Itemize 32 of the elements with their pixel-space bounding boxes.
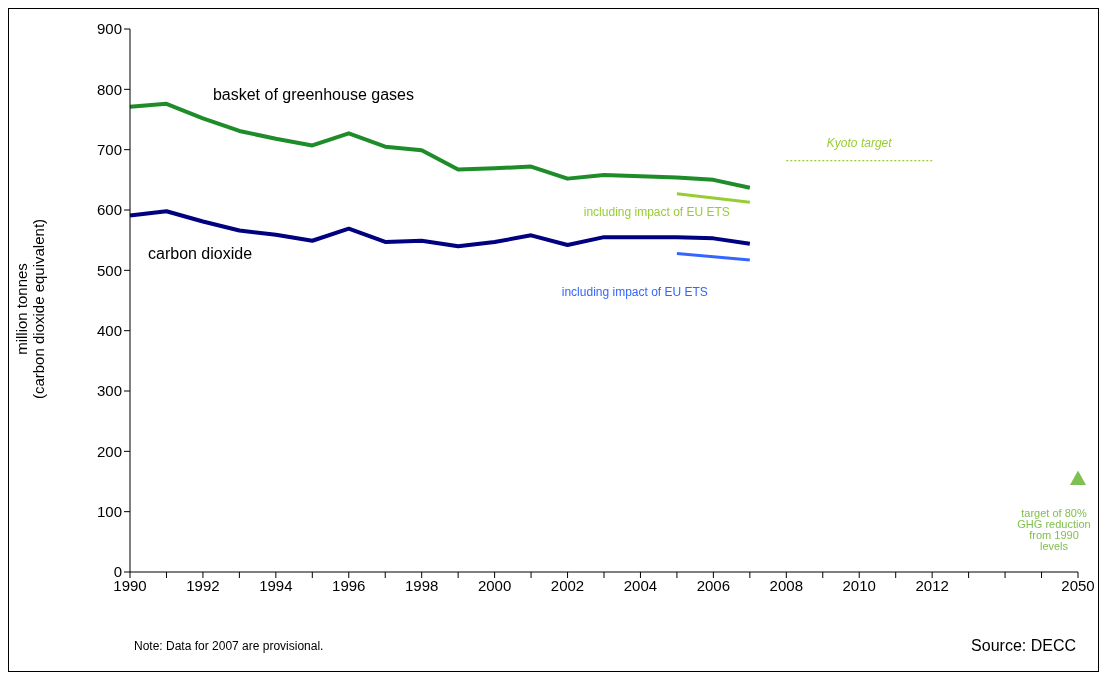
y-axis-title: million tonnes (carbon dioxide equivalent): [13, 218, 47, 400]
text: Note: Data for 2007 are provisional.: [134, 639, 324, 653]
x-tick-label: 1992: [186, 576, 220, 594]
x-tick-label: 1996: [332, 576, 366, 594]
y-tick-label: 100: [96, 502, 122, 520]
x-tick-label: 2050: [1061, 576, 1095, 594]
y-tick-label: 400: [96, 321, 122, 339]
line-series: [128, 209, 752, 249]
series-label: Kyoto target: [826, 135, 893, 150]
x-tick-label: 2000: [477, 576, 512, 594]
x-tick-label: 1998: [405, 576, 439, 594]
y-tick-label: 900: [96, 20, 122, 38]
x-tick-label: 1994: [259, 576, 293, 594]
y-tick-label: 800: [96, 80, 122, 98]
x-tick-label: 2004: [623, 576, 658, 594]
text: including impact of EU ETS: [561, 285, 708, 300]
y-tick-label: 500: [96, 261, 122, 279]
text: target of 80% GHG reduction from 1990 levels: [1017, 507, 1091, 553]
y-tick-label: 700: [96, 140, 122, 158]
source-note: Source: DECC: [971, 637, 1076, 655]
series-label: including impact of EU ETS: [583, 205, 730, 220]
series-label: carbon dioxide: [148, 245, 253, 263]
y-tick-label: 600: [96, 201, 122, 219]
x-tick-label: 2002: [550, 576, 585, 594]
y-tick-label: 200: [96, 442, 122, 460]
x-tick-label: 2006: [696, 576, 731, 594]
y-tick-label: 300: [96, 382, 122, 400]
x-tick-label: 2010: [842, 576, 876, 594]
x-tick-label: 2012: [915, 576, 949, 594]
series-label: basket of greenhouse gases: [212, 86, 414, 104]
line-series: [128, 101, 752, 190]
x-tick-label: 2008: [769, 576, 803, 594]
